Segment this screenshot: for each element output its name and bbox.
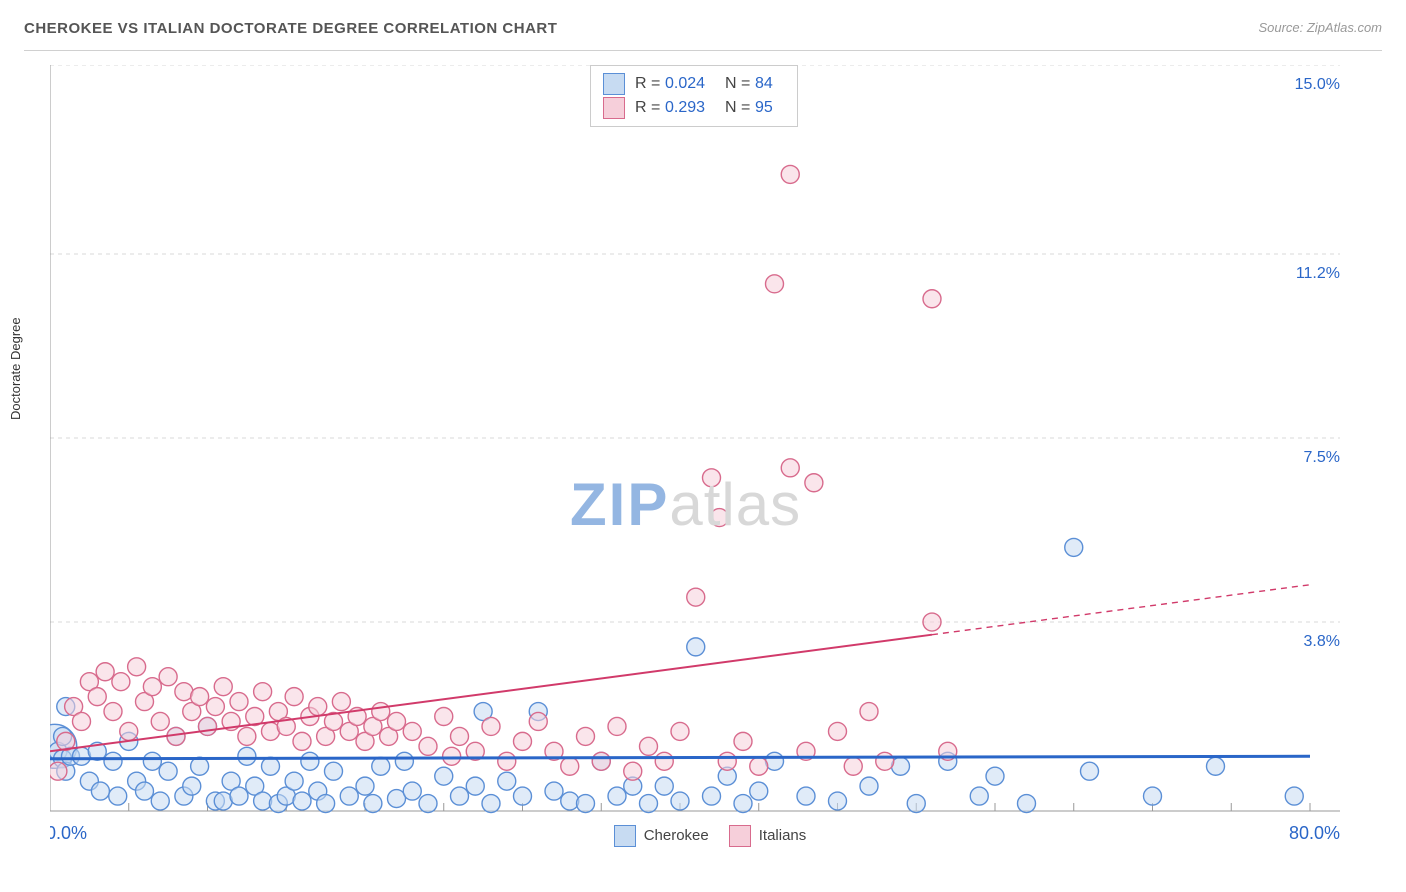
stats-legend: R =0.024N =84R =0.293N =95 — [590, 65, 798, 127]
svg-text:15.0%: 15.0% — [1295, 76, 1340, 93]
svg-text:3.8%: 3.8% — [1304, 633, 1340, 650]
legend-swatch — [614, 825, 636, 847]
svg-text:11.2%: 11.2% — [1296, 265, 1340, 282]
chart-source: Source: ZipAtlas.com — [1258, 20, 1382, 35]
y-axis-label: Doctorate Degree — [8, 317, 23, 420]
legend-label: Italians — [759, 827, 807, 844]
chart-area: ZIPatlas 3.8%7.5%11.2%15.0%0.0%80.0% R =… — [50, 65, 1350, 825]
legend-swatch — [729, 825, 751, 847]
scatter-plot: 3.8%7.5%11.2%15.0%0.0%80.0% — [50, 65, 1350, 885]
series-legend: Cherokee Italians — [50, 825, 1350, 847]
legend-label: Cherokee — [644, 827, 709, 844]
chart-header: CHEROKEE VS ITALIAN DOCTORATE DEGREE COR… — [24, 20, 1382, 51]
chart-title: CHEROKEE VS ITALIAN DOCTORATE DEGREE COR… — [24, 20, 557, 37]
stats-legend-row: R =0.024N =84 — [603, 72, 785, 96]
stats-legend-row: R =0.293N =95 — [603, 96, 785, 120]
svg-text:7.5%: 7.5% — [1304, 449, 1340, 466]
